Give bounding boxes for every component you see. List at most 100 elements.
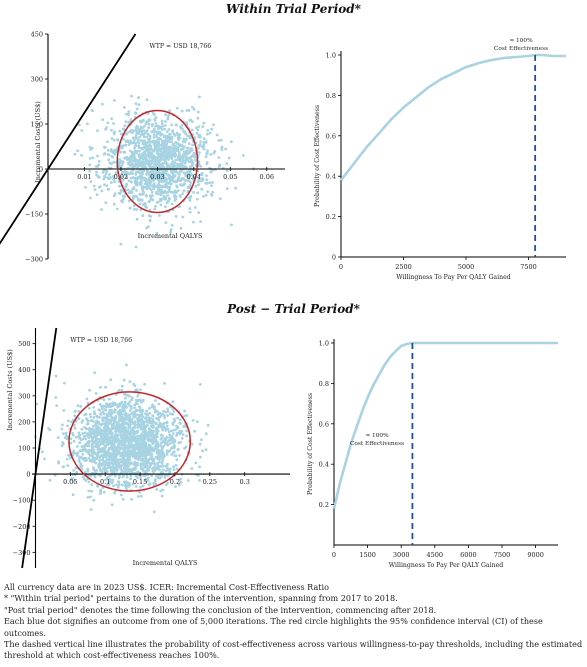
iteration-point <box>175 434 179 437</box>
iteration-point <box>163 437 167 440</box>
iteration-point <box>124 184 128 188</box>
iteration-point <box>88 196 92 200</box>
iteration-point <box>161 428 164 432</box>
iteration-point <box>187 176 190 180</box>
iteration-point <box>111 478 115 482</box>
iteration-point <box>135 107 139 111</box>
iteration-point <box>145 450 149 454</box>
iteration-point <box>164 442 167 445</box>
iteration-point <box>193 136 197 139</box>
iteration-point <box>87 489 91 493</box>
iteration-point <box>161 173 165 177</box>
iteration-point <box>73 410 77 414</box>
iteration-point <box>115 427 118 431</box>
iteration-point <box>114 172 118 176</box>
iteration-point <box>171 412 175 416</box>
iteration-point <box>86 496 90 499</box>
iteration-point <box>133 164 137 168</box>
iteration-point <box>88 169 92 173</box>
iteration-point <box>145 206 148 209</box>
y-tick-label: 200 <box>18 418 30 426</box>
y-tick-label: 0.6 <box>319 420 329 428</box>
x-tick-label: 0 <box>332 551 336 559</box>
iteration-point <box>141 157 145 161</box>
iteration-point <box>149 463 153 467</box>
iteration-point <box>170 146 174 150</box>
iteration-point <box>85 458 88 462</box>
iteration-point <box>66 424 69 428</box>
iteration-point <box>119 441 123 444</box>
iteration-point <box>93 452 97 456</box>
iteration-point <box>166 194 170 197</box>
iteration-point <box>88 156 92 160</box>
iteration-point <box>183 414 187 418</box>
iteration-point <box>148 178 152 182</box>
iteration-point <box>136 170 139 174</box>
iteration-point <box>103 152 107 155</box>
iteration-point <box>184 165 188 169</box>
iteration-point <box>146 225 150 229</box>
iteration-point <box>80 445 84 448</box>
iteration-point <box>148 421 152 425</box>
iteration-point <box>183 161 187 165</box>
iteration-point <box>175 106 179 110</box>
iteration-point <box>162 439 166 443</box>
iteration-point <box>103 460 107 464</box>
iteration-point <box>115 465 119 468</box>
iteration-point <box>121 421 125 425</box>
iteration-point <box>159 171 162 175</box>
iteration-point <box>198 173 202 177</box>
iteration-point <box>138 153 141 156</box>
iteration-point <box>158 421 162 425</box>
iteration-point <box>139 125 143 129</box>
iteration-point <box>100 208 103 211</box>
iteration-point <box>120 199 123 203</box>
iteration-point <box>121 161 125 165</box>
iteration-point <box>112 194 116 198</box>
iteration-point <box>196 116 200 120</box>
iteration-point <box>121 384 124 388</box>
iteration-point <box>102 177 106 181</box>
iteration-point <box>156 444 160 448</box>
iteration-point <box>131 482 135 486</box>
iteration-point <box>143 140 147 143</box>
iteration-point <box>149 438 152 441</box>
iteration-point <box>67 419 70 423</box>
iteration-point <box>134 141 137 145</box>
iteration-point <box>197 135 201 139</box>
iteration-point <box>129 156 133 160</box>
iteration-point <box>117 388 121 392</box>
iteration-point <box>152 186 156 190</box>
iteration-point <box>97 185 101 189</box>
iteration-point <box>106 153 110 157</box>
iteration-point <box>205 132 209 136</box>
iteration-point <box>171 165 175 169</box>
iteration-point <box>127 199 131 203</box>
iteration-point <box>73 414 77 418</box>
iteration-point <box>98 426 101 430</box>
iteration-point <box>160 128 164 131</box>
iteration-point <box>148 407 151 410</box>
iteration-point <box>142 154 146 157</box>
iteration-point <box>182 145 186 149</box>
iteration-point <box>152 457 156 461</box>
iteration-point <box>155 448 159 452</box>
iteration-point <box>150 197 153 201</box>
iteration-point <box>117 463 121 467</box>
iteration-point <box>103 169 107 172</box>
iteration-point <box>124 393 128 396</box>
iteration-point <box>172 450 176 454</box>
iteration-point <box>140 441 143 445</box>
iteration-point <box>35 402 39 406</box>
iteration-point <box>145 120 148 124</box>
iteration-point <box>149 160 153 164</box>
iteration-point <box>97 421 101 425</box>
iteration-point <box>174 428 177 432</box>
iteration-point <box>142 129 146 132</box>
iteration-point <box>123 447 127 451</box>
iteration-point <box>144 443 148 447</box>
iteration-point <box>105 417 108 421</box>
iteration-point <box>198 95 201 99</box>
iteration-points <box>34 363 210 514</box>
iteration-point <box>119 132 123 136</box>
